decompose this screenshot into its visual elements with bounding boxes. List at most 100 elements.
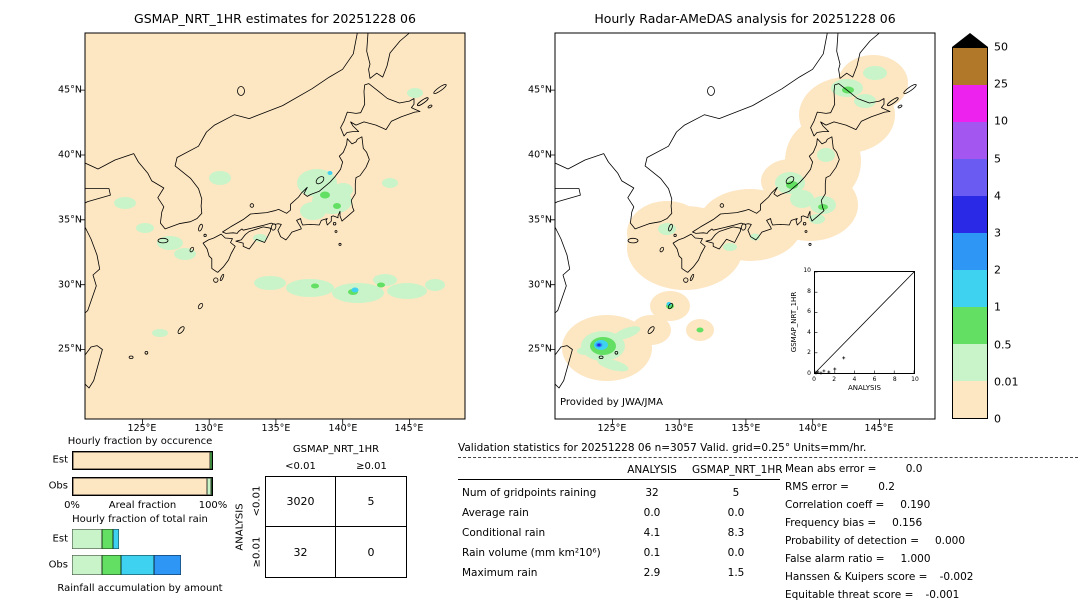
metric-value: 0.0 [905, 463, 923, 475]
metric-row: Hanssen & Kuipers score -0.002 [785, 568, 1077, 586]
inset-y-tick: 2 [807, 349, 811, 357]
inset-x-tick: 0 [812, 376, 816, 383]
bar-segment [101, 555, 122, 575]
contingency-cell: 5 [336, 477, 406, 527]
metric-label: Mean abs error [785, 463, 876, 475]
metric-label: Probability of detection [785, 535, 919, 547]
lon-tick-label: 135°E [731, 423, 761, 434]
lon-tick-label: 145°E [394, 423, 424, 434]
contingency-row-header: <0.01 [251, 485, 263, 517]
stats-row-label: Rain volume (mm km²10⁶) [462, 547, 601, 559]
contingency-cell: 32 [266, 527, 336, 577]
bar-segment [207, 478, 211, 495]
diagonal-reference-line [814, 271, 915, 374]
lat-tick-label: 45°N [528, 84, 552, 96]
gsmap-map-frame [84, 32, 466, 420]
metric-label: Hanssen & Kuipers score [785, 571, 927, 583]
colorbar-tick-label: 2 [994, 263, 1001, 277]
metric-value: -0.001 [925, 589, 960, 601]
inset-y-axis-label: GSMAP_NRT_1HR [790, 291, 798, 353]
bar-segment [210, 478, 212, 495]
scatter-points [814, 356, 846, 375]
lat-tick-label: 30°N [528, 279, 552, 291]
contingency-row-header: ≥0.01 [251, 536, 263, 568]
inset-y-tick: 0 [807, 370, 811, 377]
stats-col-header: GSMAP_NRT_1HR [692, 464, 783, 476]
radar-map-title: Hourly Radar-AMeDAS analysis for 2025122… [594, 11, 896, 26]
colorbar-block [953, 270, 987, 307]
x-axis-min-label: 0% [64, 500, 80, 511]
stats-title: Validation statistics for 20251228 06 n=… [458, 442, 867, 454]
bar-segment [153, 555, 181, 575]
contingency-row-group-label: ANALYSIS [234, 503, 246, 551]
metric-label: False alarm ratio [785, 553, 885, 565]
colorbar-tick-label: 0.5 [994, 338, 1012, 352]
contingency-cell: 3020 [266, 477, 336, 527]
lon-tick-label: 130°E [664, 423, 694, 434]
gsmap-map-title: GSMAP_NRT_1HR estimates for 20251228 06 [134, 11, 416, 26]
stats-value: 0.0 [643, 507, 661, 519]
amount-chart-footer: Rainfall accumulation by amount [57, 583, 223, 594]
colorbar-overflow-triangle [952, 33, 988, 47]
row-label-est: Est [52, 454, 68, 466]
lon-tick-label: 135°E [261, 423, 291, 434]
stats-value: 2.9 [643, 567, 661, 579]
contingency-col-header: <0.01 [285, 461, 316, 472]
colorbar-block [953, 159, 987, 196]
metric-row: Mean abs error 0.0 [785, 460, 1077, 478]
x-axis-max-label: 100% [198, 500, 228, 511]
lon-tick-label: 125°E [127, 423, 157, 434]
lat-tick-label: 30°N [58, 279, 82, 291]
colorbar-tick-label: 50 [994, 40, 1008, 54]
colorbar-tick-label: 4 [994, 189, 1001, 203]
stats-row-label: Average rain [462, 507, 529, 519]
est-amount-bar [72, 529, 213, 549]
lat-tick-label: 40°N [58, 149, 82, 161]
stats-value: 32 [645, 487, 659, 499]
colorbar-block [953, 196, 987, 233]
stats-row-label: Conditional rain [462, 527, 546, 539]
data-credit: Provided by JWA/JMA [560, 397, 663, 408]
stats-header-divider [458, 479, 780, 480]
lat-tick-label: 45°N [58, 84, 82, 96]
colorbar-block [953, 85, 987, 122]
metric-label: Frequency bias [785, 517, 876, 529]
gsmap-map-canvas [80, 32, 466, 424]
bar-segment [121, 555, 154, 575]
metric-value: 1.000 [900, 553, 931, 565]
metric-row: Probability of detection 0.000 [785, 532, 1077, 550]
stats-value: 0.0 [727, 507, 745, 519]
colorbar-tick-label: 0 [994, 412, 1001, 426]
colorbar-block [953, 233, 987, 270]
stats-value: 0.1 [643, 547, 661, 559]
obs-occurrence-bar [72, 477, 213, 496]
metric-row: RMS error 0.2 [785, 478, 1077, 496]
colorbar-tick-label: 0.01 [994, 375, 1019, 389]
stats-row-label: Maximum rain [462, 567, 538, 579]
row-label-obs: Obs [48, 480, 68, 492]
inset-y-tick: 4 [807, 328, 811, 336]
row-label-obs: Obs [48, 559, 68, 571]
est-occurrence-bar [72, 451, 213, 470]
lat-tick-label: 35°N [58, 214, 82, 226]
colorbar-block [953, 48, 987, 85]
stats-metrics-list: Mean abs error 0.0 RMS error 0.2 Correlati… [785, 460, 1077, 604]
lon-tick-label: 125°E [597, 423, 627, 434]
lat-tick-label: 35°N [528, 214, 552, 226]
colorbar-tick-label: 10 [994, 114, 1008, 128]
colorbar [952, 47, 988, 419]
stats-value: 1.5 [727, 567, 745, 579]
metric-label: Correlation coeff [785, 499, 884, 511]
gsmap-precip-layer [114, 88, 445, 337]
radar-axis-ticks [550, 89, 880, 424]
stats-value: 5 [732, 487, 740, 499]
colorbar-tick-label: 25 [994, 77, 1008, 91]
inset-x-tick: 4 [852, 376, 857, 383]
inset-x-axis-label: ANALYSIS [847, 384, 881, 392]
stats-title-divider [458, 457, 1078, 458]
bar-segment [72, 529, 102, 549]
metric-value: -0.002 [939, 571, 974, 583]
stats-value: 8.3 [727, 527, 745, 539]
inset-plot-area [814, 271, 915, 375]
metric-row: Frequency bias 0.156 [785, 514, 1077, 532]
